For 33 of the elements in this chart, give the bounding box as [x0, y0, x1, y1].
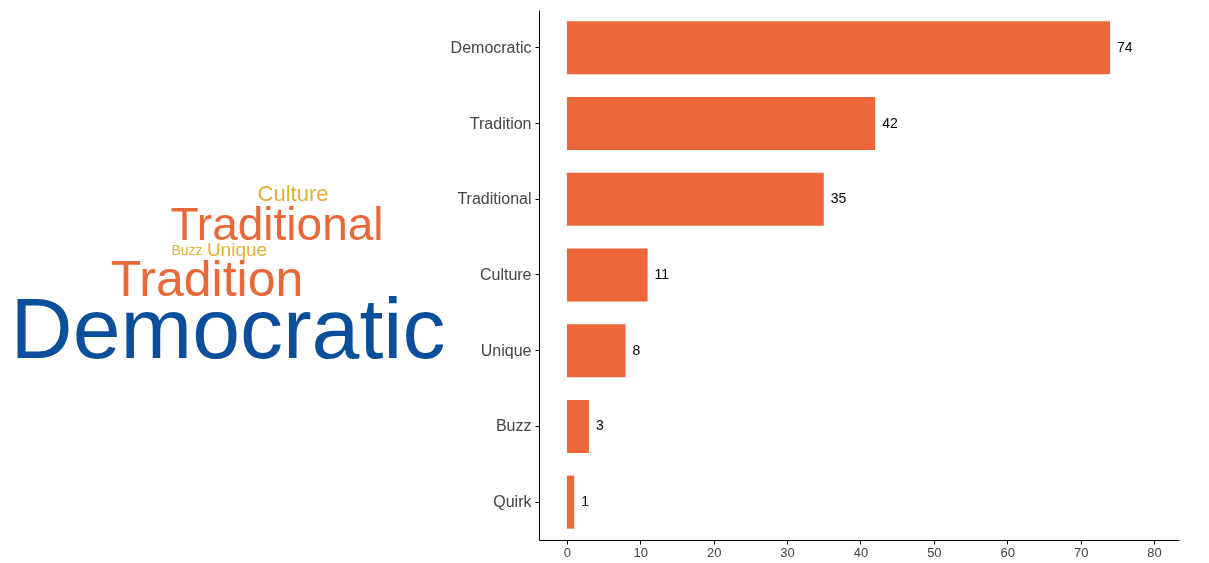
data-label: 35 [830, 190, 847, 207]
x-tick-label: 70 [1073, 544, 1089, 560]
category-label: Buzz [171, 242, 203, 258]
x-tick-label: 30 [780, 544, 795, 560]
x-tick-label: 20 [706, 544, 722, 560]
data-label: 42 [882, 114, 898, 131]
x-tick-label: 0 [563, 544, 572, 560]
category-label: Culture [257, 181, 329, 206]
y-tick-label: Culture [479, 266, 532, 283]
y-tick-label: Tradition [469, 114, 532, 132]
y-tick-label: Democratic [450, 38, 532, 56]
data-label: 8 [632, 341, 641, 358]
x-tick-label: 50 [927, 544, 942, 560]
x-tick-label: 60 [1000, 544, 1015, 560]
y-tick-label: Unique [480, 341, 532, 359]
x-tick-label: 10 [633, 544, 649, 560]
data-label: 74 [1117, 38, 1133, 55]
bar [566, 399, 589, 453]
bar [566, 97, 876, 151]
x-tick-label: 80 [1147, 544, 1162, 560]
y-tick-label: Traditional [457, 190, 532, 208]
y-tick-label: Buzz [495, 417, 532, 435]
x-tick-label: 40 [853, 544, 869, 560]
data-label: 1 [581, 493, 590, 510]
category-label: Unique [206, 239, 268, 260]
data-label: 11 [654, 266, 670, 282]
bar [566, 21, 1111, 75]
bar [566, 324, 626, 378]
bar [566, 475, 575, 529]
data-label: 3 [595, 417, 604, 434]
bar [566, 248, 648, 302]
bar [566, 172, 824, 226]
y-tick-label: Quirk [493, 493, 533, 511]
